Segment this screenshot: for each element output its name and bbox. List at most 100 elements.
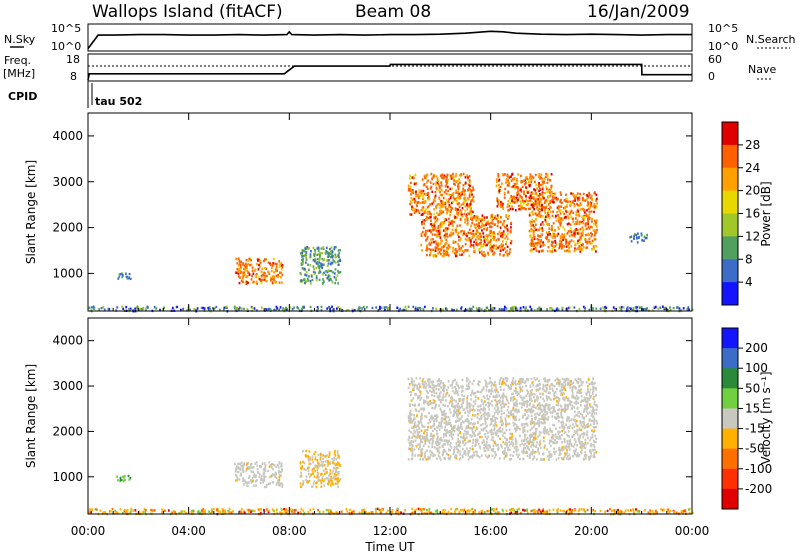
scatter-cell <box>310 473 313 476</box>
scatter-cell <box>543 181 545 184</box>
scatter-cell <box>513 185 516 188</box>
scatter-cell <box>243 479 246 482</box>
scatter-cell <box>159 308 161 312</box>
scatter-cell <box>285 508 288 511</box>
scatter-cell <box>462 441 464 445</box>
scatter-cell <box>502 440 505 444</box>
scatter-cell <box>509 242 512 245</box>
scatter-cell <box>468 239 471 242</box>
scatter-cell <box>421 249 423 252</box>
scatter-cell <box>415 377 418 380</box>
scatter-cell <box>199 511 201 514</box>
scatter-cell <box>202 509 205 512</box>
scatter-cell <box>217 510 220 513</box>
scatter-cell <box>322 246 325 249</box>
scatter-cell <box>466 400 468 403</box>
scatter-cell <box>122 274 124 277</box>
scatter-cell <box>585 392 587 395</box>
scatter-cell <box>498 178 501 181</box>
scatter-cell <box>554 236 556 239</box>
scatter-cell <box>420 208 423 212</box>
scatter-cell <box>622 306 625 309</box>
scatter-cell <box>434 249 437 252</box>
scatter-cell <box>310 275 313 278</box>
scatter-cell <box>409 203 411 206</box>
scatter-cell <box>577 247 579 251</box>
scatter-cell <box>522 508 524 512</box>
scatter-cell <box>413 429 416 432</box>
scatter-cell <box>518 208 521 211</box>
scatter-cell <box>182 307 185 311</box>
scatter-cell <box>546 396 548 400</box>
scatter-cell <box>243 483 245 486</box>
scatter-cell <box>456 209 458 212</box>
scatter-cell <box>572 418 575 421</box>
scatter-cell <box>582 458 585 461</box>
scatter-cell <box>327 483 329 486</box>
scatter-cell <box>505 398 508 401</box>
scatter-cell <box>248 508 250 512</box>
scatter-cell <box>417 209 420 212</box>
scatter-cell <box>505 453 508 457</box>
scatter-cell <box>534 398 537 402</box>
scatter-cell <box>121 479 124 482</box>
scatter-cell <box>339 271 342 274</box>
scatter-cell <box>310 250 312 253</box>
scatter-cell <box>581 381 584 384</box>
scatter-cell <box>305 449 307 453</box>
scatter-cell <box>590 235 593 238</box>
scatter-cell <box>557 232 560 236</box>
scatter-cell <box>579 446 582 449</box>
scatter-cell <box>317 249 320 253</box>
scatter-cell <box>478 456 481 459</box>
scatter-cell <box>236 267 239 271</box>
scatter-cell <box>510 511 513 515</box>
scatter-cell <box>576 444 578 447</box>
scatter-cell <box>504 226 506 229</box>
scatter-cell <box>427 425 429 429</box>
scatter-cell <box>472 216 475 219</box>
scatter-cell <box>441 239 444 243</box>
scatter-cell <box>534 246 537 249</box>
scatter-cell <box>571 509 574 512</box>
scatter-cell <box>251 480 253 483</box>
scatter-cell <box>548 238 551 242</box>
scatter-cell <box>485 403 487 407</box>
scatter-cell <box>263 475 265 478</box>
scatter-cell <box>435 235 438 238</box>
noise-tick-right-bottom: 10^0 <box>708 40 738 53</box>
scatter-cell <box>552 410 554 413</box>
scatter-cell <box>591 198 594 201</box>
scatter-cell <box>259 279 262 282</box>
scatter-cell <box>463 395 465 398</box>
scatter-cell <box>303 250 306 253</box>
scatter-cell <box>409 447 412 451</box>
scatter-cell <box>568 235 571 238</box>
scatter-cell <box>279 264 281 268</box>
scatter-cell <box>161 308 164 311</box>
scatter-cell <box>271 480 274 484</box>
scatter-cell <box>307 263 309 266</box>
scatter-cell <box>421 209 424 212</box>
scatter-cell <box>440 248 442 252</box>
scatter-cell <box>164 509 166 512</box>
scatter-cell <box>329 277 332 281</box>
scatter-cell <box>433 249 436 252</box>
scatter-cell <box>552 200 555 204</box>
scatter-cell <box>557 207 560 210</box>
scatter-cell <box>575 227 578 231</box>
scatter-cell <box>481 218 483 222</box>
scatter-cell <box>422 189 425 193</box>
scatter-cell <box>278 281 281 284</box>
scatter-cell <box>525 451 528 454</box>
scatter-cell <box>309 282 312 285</box>
scatter-cell <box>536 395 539 398</box>
scatter-cell <box>246 274 248 278</box>
scatter-cell <box>586 401 589 404</box>
scatter-cell <box>429 230 432 234</box>
scatter-cell <box>265 267 268 270</box>
scatter-cell <box>412 305 415 309</box>
scatter-cell <box>530 240 533 243</box>
scatter-cell <box>433 217 436 220</box>
scatter-cell <box>234 469 237 473</box>
